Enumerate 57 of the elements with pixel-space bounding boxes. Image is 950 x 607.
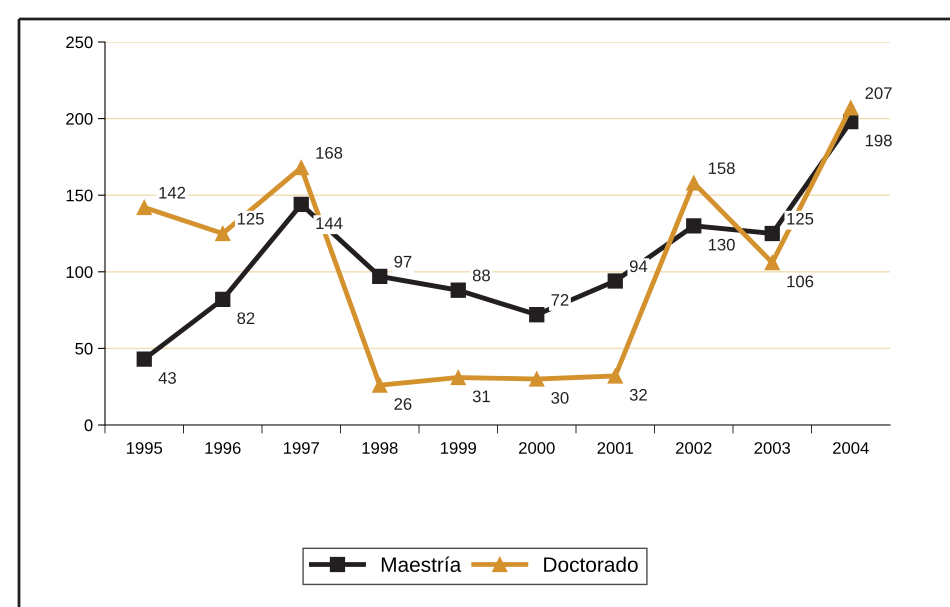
point xyxy=(450,282,466,298)
x-tick-label: 1995 xyxy=(126,442,162,454)
data-label: 82 xyxy=(237,312,254,324)
y-tick-label: 150 xyxy=(66,190,93,202)
y-tick-label: 250 xyxy=(66,36,93,48)
data-label: 26 xyxy=(394,398,412,410)
y-tick-label: 50 xyxy=(75,342,93,355)
point xyxy=(215,292,230,308)
data-label: 88 xyxy=(472,270,490,282)
data-label: 142 xyxy=(159,186,186,198)
point xyxy=(764,254,780,270)
x-tick-label: 1997 xyxy=(284,442,319,454)
x-tick-label: 2003 xyxy=(754,442,790,454)
y-tick-label: 0 xyxy=(84,419,93,432)
x-tick-label: 2002 xyxy=(676,442,712,454)
legend-label: Doctorado xyxy=(544,556,638,572)
point xyxy=(450,370,466,386)
point xyxy=(686,218,702,234)
data-label: 198 xyxy=(866,134,892,146)
data-label: 32 xyxy=(630,388,647,401)
data-label: 31 xyxy=(472,390,490,402)
point xyxy=(372,378,388,393)
data-label: 94 xyxy=(630,260,648,272)
data-label: 43 xyxy=(158,372,176,384)
data-label: 125 xyxy=(238,212,264,225)
point xyxy=(372,268,388,284)
data-label: 144 xyxy=(316,218,342,229)
point xyxy=(294,160,309,176)
point xyxy=(215,226,230,242)
x-tick-label: 1996 xyxy=(205,442,241,454)
point xyxy=(136,351,152,367)
point xyxy=(764,226,780,242)
point xyxy=(608,273,623,289)
data-label: 207 xyxy=(865,87,892,100)
data-label: 30 xyxy=(551,392,569,404)
x-tick-label: 2001 xyxy=(598,442,633,454)
x-tick-label: 1999 xyxy=(440,442,476,454)
point xyxy=(136,200,152,216)
data-label: 106 xyxy=(787,276,814,288)
point xyxy=(843,100,858,116)
x-tick-label: 1998 xyxy=(362,442,398,454)
data-label: 72 xyxy=(551,294,568,306)
point xyxy=(529,371,544,387)
x-tick-label: 2004 xyxy=(833,442,869,454)
point xyxy=(608,368,623,384)
data-label: 97 xyxy=(394,256,412,268)
point xyxy=(294,196,309,212)
data-label: 125 xyxy=(787,212,814,225)
y-tick-label: 200 xyxy=(66,113,93,125)
legend-label: Maestría xyxy=(382,556,462,572)
data-label: 158 xyxy=(708,162,735,174)
x-tick-label: 2000 xyxy=(519,442,555,454)
y-tick-label: 100 xyxy=(66,266,93,278)
data-label: 130 xyxy=(708,238,735,251)
point xyxy=(529,307,544,322)
data-label: 168 xyxy=(316,146,342,159)
point xyxy=(686,175,702,191)
